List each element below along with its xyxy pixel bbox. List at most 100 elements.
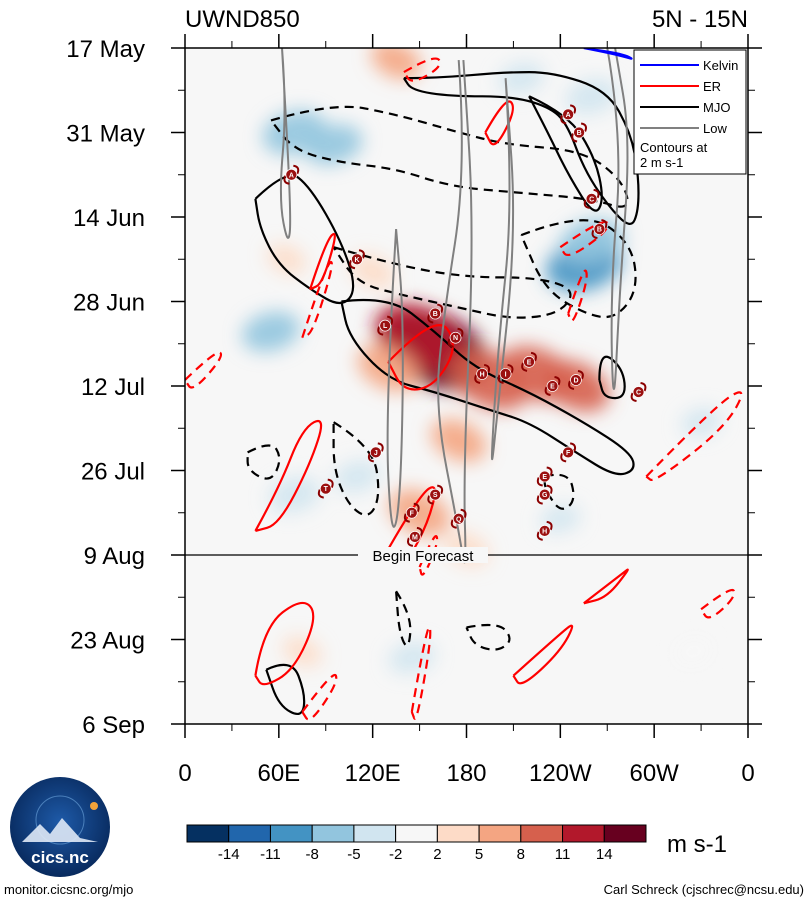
y-tick-label-7: 23 Aug xyxy=(70,628,145,655)
y-tick-label-1: 31 May xyxy=(66,121,145,148)
contour-mjo-negative-10 xyxy=(332,421,380,516)
anomaly-blob-17 xyxy=(242,311,300,352)
chart-title-right: 5N - 15N xyxy=(652,6,748,33)
legend-note-line1: Contours at xyxy=(640,140,708,155)
wind-anomaly-shading xyxy=(242,48,722,674)
x-tick-label-6: 0 xyxy=(741,760,754,787)
storm-center-icon xyxy=(449,331,462,344)
colorbar-swatch-3 xyxy=(311,824,355,843)
storm-swirl-icon xyxy=(407,526,423,547)
storm-label: F xyxy=(566,450,571,457)
storm-swirl-icon xyxy=(497,363,514,384)
storm-center-icon xyxy=(319,482,332,495)
colorbar-label-4: -2 xyxy=(389,846,402,863)
x-tick-label-2: 120E xyxy=(345,760,401,787)
colorbar-label-8: 11 xyxy=(555,846,571,863)
colorbar-label-2: -8 xyxy=(306,846,319,863)
forecast-label: Begin Forecast xyxy=(373,548,475,565)
storm-swirl-icon xyxy=(630,382,647,403)
x-tick-label-0: 0 xyxy=(178,760,191,787)
y-tick-label-2: 14 Jun xyxy=(73,205,145,232)
storm-center-icon xyxy=(573,126,585,139)
storm-center-icon xyxy=(538,525,551,537)
storm-center-icon xyxy=(351,253,363,266)
contour-low-positive-35 xyxy=(490,78,515,461)
storm-label: T xyxy=(324,486,329,493)
anomaly-blob-23 xyxy=(540,504,581,533)
y-tick-label-8: 6 Sep xyxy=(82,712,145,739)
storm-marker-5: K xyxy=(349,249,365,270)
storm-center-icon xyxy=(632,386,645,398)
storm-marker-8: N xyxy=(447,327,464,348)
storm-swirl-icon xyxy=(536,520,553,541)
storm-label: E xyxy=(542,474,547,481)
storm-label: F xyxy=(410,510,415,517)
storm-label: C xyxy=(589,196,594,203)
anomaly-blob-25 xyxy=(676,639,711,664)
colorbar: -14 -11 -8 -5 -2 2 5 8 11 14 xyxy=(186,824,647,863)
forecast-label-background xyxy=(358,547,488,563)
logo-mountain-icon xyxy=(22,818,98,842)
storm-swirl-icon xyxy=(583,188,600,209)
colorbar-label-3: -5 xyxy=(347,846,360,863)
y-tick-label-3: 28 Jun xyxy=(73,290,145,317)
storm-swirl-icon xyxy=(349,249,365,270)
storm-swirl-icon xyxy=(447,327,464,348)
storm-marker-1: A xyxy=(560,104,577,125)
storm-label: E xyxy=(550,384,555,391)
anomaly-blob-21 xyxy=(498,62,545,95)
storm-swirl-icon xyxy=(474,363,491,384)
colorbar-label-9: 14 xyxy=(596,846,613,863)
logo-sun-icon xyxy=(90,802,98,810)
storm-center-icon xyxy=(546,380,559,392)
contour-er-positive-15 xyxy=(254,419,323,532)
storm-marker-14: C xyxy=(630,382,647,403)
storm-center-icon xyxy=(476,368,488,380)
storm-swirl-icon xyxy=(544,376,561,396)
storm-marker-16: J xyxy=(367,442,384,463)
storm-label: I xyxy=(505,371,507,378)
storm-center-icon xyxy=(369,446,382,459)
storm-label: N xyxy=(453,335,458,342)
storm-label: B xyxy=(597,227,602,234)
contour-er-positive-19 xyxy=(583,568,629,605)
storm-marker-0: A xyxy=(283,164,300,185)
wave-contours xyxy=(185,48,743,721)
storm-marker-7: L xyxy=(377,315,394,336)
contour-er-negative-26 xyxy=(567,269,588,322)
contour-er-negative-28 xyxy=(301,673,338,721)
storm-swirl-icon xyxy=(571,122,587,143)
contour-mjo-positive-4 xyxy=(598,355,626,400)
storm-label: A xyxy=(289,172,294,179)
storm-swirl-icon xyxy=(591,219,608,240)
storm-swirl-icon xyxy=(568,369,584,390)
anomaly-blob-6 xyxy=(430,418,487,462)
footer-left-url: monitor.cicsnc.org/mjo xyxy=(4,882,133,897)
storm-center-icon xyxy=(429,488,442,501)
contour-low-positive-33 xyxy=(437,60,473,564)
chart-title-left: UWND850 xyxy=(185,6,300,33)
storm-center-icon xyxy=(538,470,551,483)
storm-label: M xyxy=(412,534,418,541)
legend-label-mjo: MJO xyxy=(703,100,730,115)
legend-box xyxy=(633,49,747,175)
storm-center-icon xyxy=(379,319,392,332)
colorbar-label-0: -14 xyxy=(218,846,240,863)
colorbar-swatch-9 xyxy=(562,824,605,843)
storm-swirl-icon xyxy=(521,351,537,372)
x-tick-label-5: 60W xyxy=(629,760,679,787)
storm-center-icon xyxy=(405,506,418,519)
anomaly-blob-19 xyxy=(334,460,381,493)
footer-right-credit: Carl Schreck (cjschrec@ncsu.edu) xyxy=(604,882,804,897)
colorbar-label-6: 5 xyxy=(475,846,483,863)
storm-marker-24: M xyxy=(407,526,423,547)
storm-label: G xyxy=(542,492,548,499)
storm-label: B xyxy=(577,130,582,137)
colorbar-label-5: 2 xyxy=(433,846,441,863)
contour-er-positive-14 xyxy=(387,324,454,391)
colorbar-swatch-6 xyxy=(436,824,480,843)
storm-marker-21: F xyxy=(403,502,420,523)
storm-marker-20: S xyxy=(427,484,444,505)
colorbar-swatch-7 xyxy=(478,824,522,843)
